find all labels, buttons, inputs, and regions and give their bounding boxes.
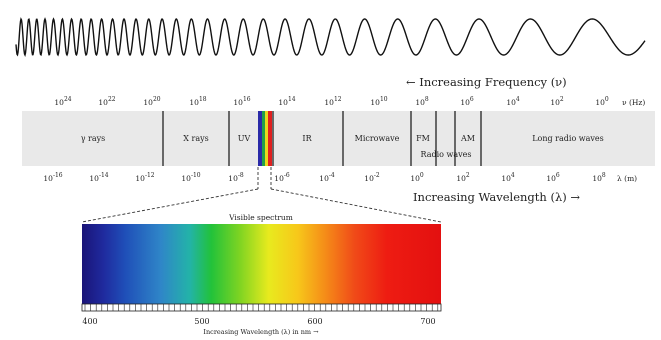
band-x-rays: X rays [183, 134, 208, 143]
visible-scale-ticks [84, 304, 439, 311]
wavelength-tick-label: 10-4 [319, 172, 335, 183]
frequency-tick-label: 1016 [233, 96, 250, 107]
frequency-tick-label: 100 [595, 96, 609, 107]
band-fm: FM [416, 134, 430, 143]
band-radio-waves: Radio waves [421, 150, 472, 159]
wave-sine-illustration [15, 17, 646, 57]
wavelength-ticks: 10-16 10-14 10-12 10-10 10-8 10-6 10-4 10-2 100 1… [43, 172, 605, 183]
band-am: AM [460, 134, 475, 143]
frequency-tick-label: 106 [460, 96, 474, 107]
band-uv: UV [238, 134, 251, 143]
zoom-lines [81, 167, 442, 223]
visible-scale-strip [81, 303, 442, 312]
visible-stripe-yellow [265, 111, 268, 166]
wavelength-tick-label: 100 [410, 172, 424, 183]
frequency-ticks: 1024 1022 1020 1018 1016 1014 1012 1010 108 106 10… [54, 96, 608, 107]
wavelength-tick-label: 102 [456, 172, 470, 183]
wavelength-tick-label: 10-14 [89, 172, 108, 183]
visible-tick-700: 700 [420, 317, 435, 326]
wavelength-unit-label: λ (m) [617, 174, 637, 183]
frequency-axis-label: ← Increasing Frequency (ν) [406, 75, 567, 89]
frequency-tick-label: 1020 [143, 96, 160, 107]
visible-stripe-violet [258, 111, 262, 166]
visible-tick-500: 500 [194, 317, 209, 326]
wavelength-tick-label: 108 [592, 172, 606, 183]
visible-axis-label: Increasing Wavelength (λ) in nm → [203, 328, 319, 336]
frequency-unit-label: ν (Hz) [622, 98, 645, 107]
band-ir: IR [302, 134, 312, 143]
frequency-tick-label: 1022 [98, 96, 115, 107]
visible-tick-400: 400 [82, 317, 97, 326]
band-microwave: Microwave [355, 134, 400, 143]
band-dividers [162, 111, 482, 166]
frequency-tick-label: 1014 [278, 96, 295, 107]
frequency-tick-label: 102 [550, 96, 564, 107]
visible-stripe-red [268, 111, 272, 166]
frequency-tick-label: 1018 [189, 96, 206, 107]
wavelength-tick-label: 10-6 [274, 172, 290, 183]
frequency-tick-label: 1024 [54, 96, 71, 107]
visible-spectrum-band [82, 224, 441, 304]
wavelength-tick-label: 104 [501, 172, 515, 183]
frequency-tick-label: 104 [506, 96, 520, 107]
wavelength-tick-label: 10-16 [43, 172, 62, 183]
wavelength-tick-label: 10-2 [364, 172, 380, 183]
wavelength-axis-label: Increasing Wavelength (λ) → [413, 190, 580, 204]
visible-spectrum-title: Visible spectrum [228, 213, 293, 222]
frequency-tick-label: 108 [415, 96, 429, 107]
visible-tick-600: 600 [307, 317, 322, 326]
visible-stripe-green [262, 111, 265, 166]
frequency-tick-label: 1010 [370, 96, 387, 107]
band-long-radio-waves: Long radio waves [532, 134, 604, 143]
band-bar [22, 111, 655, 166]
wavelength-tick-label: 10-10 [181, 172, 200, 183]
wavelength-tick-label: 10-12 [135, 172, 154, 183]
frequency-tick-label: 1012 [324, 96, 341, 107]
band-gamma-rays: γ rays [81, 134, 106, 143]
wavelength-tick-label: 10-8 [228, 172, 244, 183]
wavelength-tick-label: 106 [546, 172, 560, 183]
